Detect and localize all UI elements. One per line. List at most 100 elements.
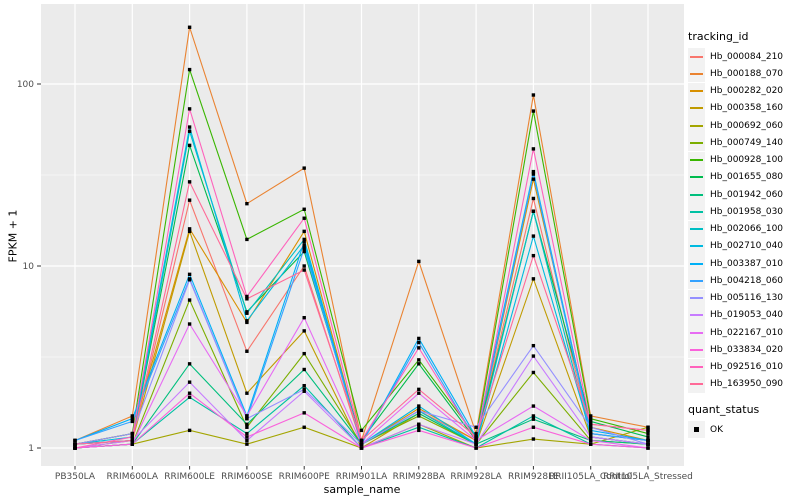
legend-entry: Hb_022167_010: [688, 324, 798, 342]
legend-color-line-icon: [690, 297, 703, 300]
data-point: [531, 177, 536, 181]
data-point: [302, 351, 306, 356]
legend-title-tracking-id: tracking_id: [688, 30, 749, 43]
data-point: [531, 253, 536, 258]
data-point: [531, 109, 536, 113]
data-point: [589, 414, 593, 418]
legend-color-line-icon: [690, 176, 703, 179]
data-point: [646, 442, 650, 446]
data-point: [245, 349, 249, 353]
data-point: [245, 425, 249, 429]
data-point: [302, 207, 306, 211]
data-point: [130, 416, 134, 421]
legend-color-line-icon: [690, 348, 703, 351]
legend-entry: Hb_000358_160: [688, 99, 798, 117]
legend-label: Hb_000692_060: [710, 120, 784, 131]
legend-key: [688, 358, 705, 376]
data-point: [417, 411, 421, 416]
data-point: [359, 446, 364, 450]
legend-color-line-icon: [690, 228, 703, 231]
data-point: [646, 438, 650, 443]
data-point: [359, 438, 364, 443]
legend-label: Hb_003387_010: [710, 258, 784, 269]
legend-label: Hb_163950_090: [710, 379, 784, 390]
legend-label: Hb_000928_100: [710, 155, 784, 166]
legend-key: [688, 134, 705, 152]
legend-key: [688, 151, 705, 169]
data-point: [417, 428, 421, 433]
data-point: [531, 277, 536, 281]
legend-key: [688, 186, 705, 204]
data-point: [187, 380, 192, 384]
legend-color-line-icon: [690, 72, 703, 75]
legend-entry-ok: OK: [688, 421, 798, 439]
data-point: [187, 143, 192, 148]
data-point: [245, 414, 249, 418]
data-point: [417, 358, 421, 362]
legend-label: Hb_000282_020: [710, 86, 784, 97]
data-point: [302, 264, 306, 268]
legend-color-line-icon: [690, 279, 703, 282]
data-point: [531, 354, 536, 358]
plot-panel: [41, 4, 684, 466]
legend-color-line-icon: [690, 314, 703, 317]
data-point: [531, 209, 536, 213]
legend-key: [688, 99, 705, 117]
data-point: [302, 243, 306, 247]
data-point: [187, 227, 192, 231]
legend-entry: Hb_001655_080: [688, 168, 798, 186]
data-point: [417, 406, 421, 411]
data-point: [417, 336, 421, 341]
data-point: [474, 435, 478, 439]
legend-entry: Hb_004218_060: [688, 272, 798, 290]
legend-entry: Hb_033834_020: [688, 341, 798, 359]
data-point: [245, 237, 249, 242]
legend-label-ok: OK: [710, 424, 723, 435]
x-tick-label: RRIM600PE: [279, 472, 331, 482]
x-tick-label: RRIM600LA: [107, 472, 159, 482]
data-point: [245, 319, 249, 323]
data-point: [531, 169, 536, 174]
data-point: [73, 438, 77, 443]
data-point: [646, 435, 650, 439]
data-point: [302, 166, 306, 170]
legend-label: Hb_000084_210: [710, 51, 784, 62]
data-point: [531, 425, 536, 429]
data-point: [302, 237, 306, 242]
data-point: [130, 419, 134, 424]
data-point: [187, 272, 192, 277]
data-point: [417, 391, 421, 395]
data-point: [302, 239, 306, 244]
y-tick-label: 10: [23, 262, 35, 272]
x-tick-label: RRIM928LA: [450, 472, 502, 482]
data-point: [245, 294, 249, 299]
legend-entry: Hb_000282_020: [688, 82, 798, 100]
legend-entry: Hb_163950_090: [688, 375, 798, 393]
data-point: [359, 442, 364, 446]
legend-entry: Hb_092516_010: [688, 358, 798, 376]
data-point: [417, 362, 421, 366]
legend-color-line-icon: [690, 159, 703, 162]
data-point: [302, 389, 306, 393]
legend-entry: Hb_000749_140: [688, 134, 798, 152]
legend-key: [688, 375, 705, 393]
data-point: [417, 414, 421, 418]
data-point: [589, 416, 593, 421]
legend-color-line-icon: [690, 210, 703, 213]
data-point: [474, 442, 478, 446]
data-point: [302, 229, 306, 234]
data-point: [187, 278, 192, 282]
data-point: [531, 147, 536, 151]
data-point: [187, 362, 192, 366]
data-point: [187, 391, 192, 395]
legend-title-quant-status: quant_status: [688, 403, 760, 416]
legend-color-line-icon: [690, 262, 703, 265]
x-tick-label: RRIM928BA: [393, 472, 446, 482]
legend-key: [688, 272, 705, 290]
data-point: [130, 431, 134, 436]
legend-key: [688, 168, 705, 186]
y-axis-title: FPKM + 1: [6, 209, 20, 263]
data-point: [417, 387, 421, 392]
legend-color-line-icon: [690, 55, 703, 58]
